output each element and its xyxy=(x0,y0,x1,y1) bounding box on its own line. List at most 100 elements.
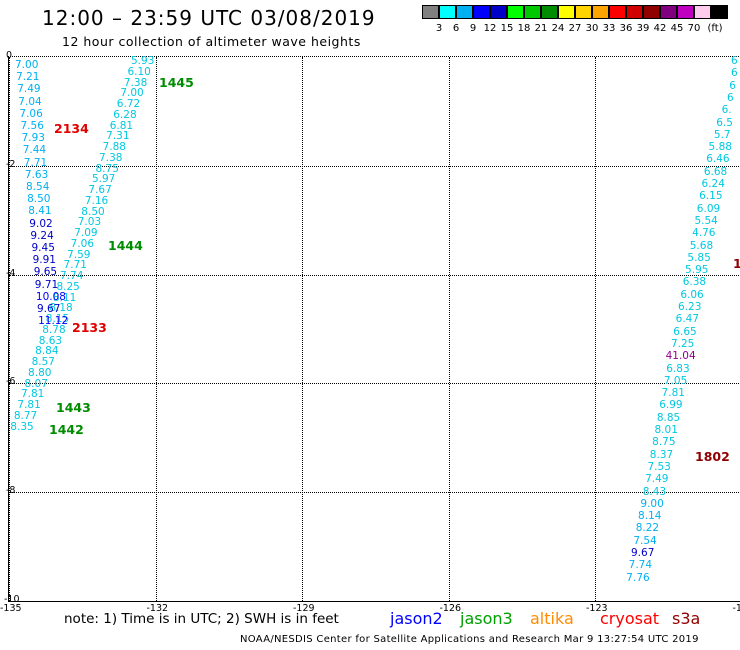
wave-height-value: 6. xyxy=(721,104,732,117)
wave-height-value: 5.97 xyxy=(91,173,116,186)
wave-height-value: 6.72 xyxy=(116,98,141,110)
wave-height-value: 6.28 xyxy=(113,108,137,121)
plot-area xyxy=(8,56,740,602)
x-axis-label: -132 xyxy=(146,603,169,614)
wave-height-value: 7.81 xyxy=(20,388,45,401)
wave-height-value: 8.57 xyxy=(31,356,55,368)
wave-height-value: 7.00 xyxy=(15,59,39,71)
wave-height-value: 9.02 xyxy=(29,217,53,230)
legend-swatch xyxy=(694,5,711,19)
wave-height-value: 8.50 xyxy=(27,193,51,206)
grid-line-horizontal xyxy=(9,383,740,385)
wave-height-value: 9.91 xyxy=(32,254,56,267)
wave-height-value: 8.11 xyxy=(52,291,77,304)
y-axis-label: -2 xyxy=(6,158,16,170)
wave-height-value: 6 xyxy=(731,55,738,67)
x-axis-label: -129 xyxy=(293,603,315,614)
wave-height-value: 7.31 xyxy=(106,130,130,143)
grid-line-horizontal xyxy=(9,165,740,167)
wave-height-value: 7.74 xyxy=(628,559,653,572)
wave-height-value: 5.95 xyxy=(685,264,709,277)
wave-height-value: 9.67 xyxy=(631,547,655,559)
legend-tick-label: 6 xyxy=(452,23,460,34)
credit-line: NOAA/NESDIS Center for Satellite Applica… xyxy=(240,634,699,645)
wave-height-value: 8.15 xyxy=(45,313,70,325)
wave-height-value: 8.77 xyxy=(13,409,38,422)
legend-swatch xyxy=(490,5,507,19)
map-title: 12:00 – 23:59 UTC 03/08/2019 xyxy=(42,6,376,30)
wave-height-value: 9.67 xyxy=(37,303,61,315)
wave-height-value: 5.85 xyxy=(687,251,711,264)
y-axis-label: 0 xyxy=(6,50,13,61)
wave-height-value: 8.01 xyxy=(654,424,678,436)
legend-swatch xyxy=(473,5,490,19)
wave-height-value: 7.76 xyxy=(626,571,650,584)
wave-height-value: 8.14 xyxy=(638,510,662,523)
wave-height-value: 8.22 xyxy=(635,522,660,535)
wave-height-value: 7.44 xyxy=(22,144,47,157)
wave-height-value: 6.09 xyxy=(696,202,721,215)
legend-unit: (ft) xyxy=(707,23,723,34)
wave-height-value: 6.83 xyxy=(666,362,690,375)
wave-height-value: 9.24 xyxy=(30,229,54,242)
wave-height-value: 7.09 xyxy=(74,227,98,239)
grid-line-horizontal xyxy=(9,274,740,276)
wave-height-value: 8.54 xyxy=(26,181,50,193)
wave-height-value: 8.75 xyxy=(95,162,119,175)
legend-tick-label: 36 xyxy=(619,23,633,34)
pass-time-label: 1 xyxy=(733,256,740,271)
legend-tick-label: 70 xyxy=(687,23,701,34)
wave-height-value: 7.06 xyxy=(19,107,43,120)
legend-swatch xyxy=(592,5,609,19)
footer-note: note: 1) Time is in UTC; 2) SWH is in fe… xyxy=(64,611,339,627)
legend-tick-label: 12 xyxy=(483,23,497,34)
wave-height-value: 6.99 xyxy=(659,399,683,412)
wave-height-value: 7.00 xyxy=(120,87,144,100)
wave-height-value: 8.07 xyxy=(24,377,48,390)
satellite-name: jason2 xyxy=(390,609,443,628)
y-axis-label: -4 xyxy=(6,267,16,279)
legend-swatch xyxy=(626,5,643,19)
wave-height-value: 6.24 xyxy=(701,178,725,190)
wave-height-value: 7.81 xyxy=(661,387,685,400)
wave-height-value: 7.49 xyxy=(645,473,669,486)
legend-swatch xyxy=(677,5,694,19)
y-axis-label: -10 xyxy=(4,594,20,605)
wave-height-value: 7.16 xyxy=(84,194,109,207)
legend-tick-label: 45 xyxy=(670,23,684,34)
wave-height-value: 8.43 xyxy=(642,485,667,498)
y-axis-label: -8 xyxy=(6,485,16,497)
wave-height-value: 8.50 xyxy=(81,205,105,218)
grid-line-vertical xyxy=(302,57,303,601)
legend-swatch xyxy=(439,5,456,19)
grid-line-vertical xyxy=(595,57,596,601)
pass-time-label: 1444 xyxy=(108,238,143,253)
wave-height-value: 6.47 xyxy=(675,313,700,326)
wave-height-value: 6 xyxy=(729,79,736,92)
wave-height-value: 6 xyxy=(726,91,734,104)
grid-line-vertical xyxy=(155,57,157,601)
wave-height-value: 10.08 xyxy=(35,290,66,303)
wave-height-value: 7.54 xyxy=(633,534,657,547)
wave-height-value: 7.38 xyxy=(123,76,148,89)
wave-height-value: 8.84 xyxy=(35,345,59,358)
wave-height-value: 6.5 xyxy=(716,116,733,129)
wave-height-value: 5.7 xyxy=(713,128,731,141)
legend-tick-label: 21 xyxy=(534,23,548,34)
wave-height-value: 8.75 xyxy=(652,436,676,449)
wave-height-value: 6.46 xyxy=(706,153,730,166)
wave-height-value: 7.88 xyxy=(102,141,126,153)
pass-time-label: 2133 xyxy=(72,320,107,335)
wave-height-value: 5.54 xyxy=(694,214,718,227)
wave-height-value: 7.53 xyxy=(647,460,671,473)
legend-tick-label: 18 xyxy=(517,23,531,34)
legend-tick-label: 24 xyxy=(551,23,565,34)
wave-height-value: 8.37 xyxy=(649,448,674,461)
legend-tick-label: 15 xyxy=(500,23,514,34)
wave-height-value: 6.15 xyxy=(699,190,723,203)
wave-height-value: 8.63 xyxy=(38,334,63,347)
wave-height-value: 7.81 xyxy=(17,399,41,411)
x-axis-label: -120 xyxy=(732,603,740,614)
wave-height-value: 8.35 xyxy=(10,420,34,433)
legend-tick-label: 3 xyxy=(435,23,443,34)
